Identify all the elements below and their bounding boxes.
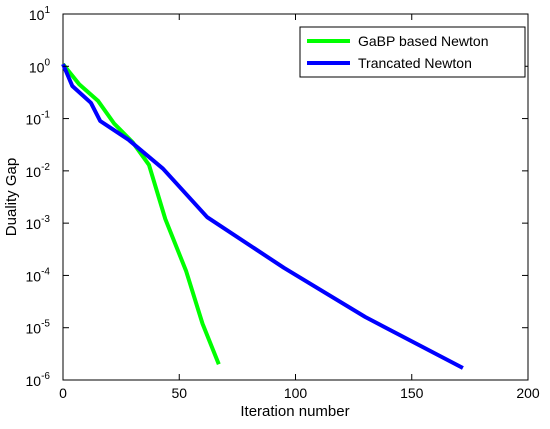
x-tick-label: 150 [400, 385, 424, 401]
x-tick-label: 100 [284, 385, 308, 401]
y-tick-label: 100 [29, 57, 51, 75]
x-tick-label: 0 [59, 385, 67, 401]
legend: GaBP based Newton Trancated Newton [299, 26, 526, 78]
y-tick-label: 10-2 [26, 162, 51, 180]
legend-label-1: GaBP based Newton [358, 33, 489, 49]
x-tick-label: 50 [171, 385, 187, 401]
series-line-1 [61, 62, 221, 366]
series-line-2 [61, 63, 464, 370]
series-layer [61, 62, 464, 370]
x-tick-label: 200 [516, 385, 540, 401]
y-tick-label: 101 [29, 5, 51, 23]
tick-layer: 0 50 100 150 200 101 100 10-1 10-2 10-3 10-4 10-5 10… [26, 5, 540, 401]
y-tick-label: 10-3 [26, 214, 51, 232]
legend-box [299, 26, 526, 78]
x-axis-title: Iteration number [240, 403, 349, 420]
y-tick-label: 10-6 [26, 371, 51, 389]
y-axis-title: Duality Gap [3, 158, 20, 236]
legend-label-2: Trancated Newton [358, 55, 472, 71]
y-tick-label: 10-5 [26, 319, 51, 337]
y-tick-label: 10-4 [26, 266, 51, 284]
y-tick-label: 10-1 [26, 110, 51, 128]
